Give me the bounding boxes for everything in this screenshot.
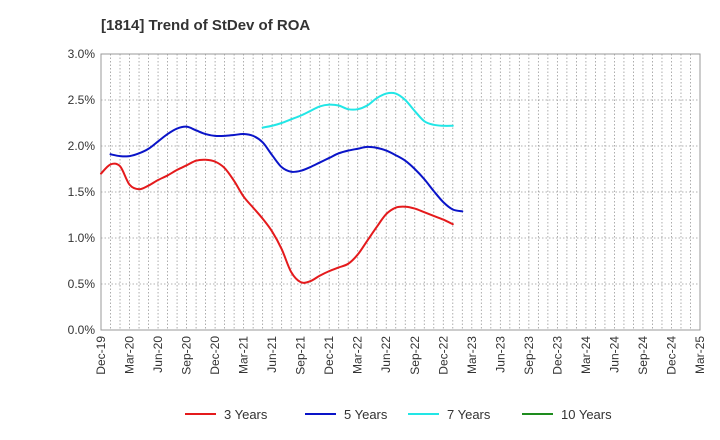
x-tick-label: Sep-23 bbox=[522, 336, 536, 375]
legend-label: 7 Years bbox=[447, 407, 491, 422]
x-tick-label: Dec-20 bbox=[208, 336, 222, 375]
x-tick-label: Sep-24 bbox=[636, 336, 650, 375]
series-line-3 bbox=[261, 91, 454, 129]
chart-title: [1814] Trend of StDev of ROA bbox=[101, 17, 310, 34]
y-tick-label: 1.5% bbox=[68, 185, 96, 199]
x-tick-label: Mar-20 bbox=[123, 336, 137, 374]
plot-frame bbox=[100, 53, 701, 331]
y-axis: 0.0% 0.5% 1.0% 1.5% 2.0% 2.5% 3.0% bbox=[68, 47, 96, 337]
y-tick-label: 0.5% bbox=[68, 277, 96, 291]
legend: 3 Years 5 Years 7 Years 10 Years bbox=[185, 407, 612, 422]
y-tick-label: 3.0% bbox=[68, 47, 96, 61]
series-line-1 bbox=[100, 158, 454, 284]
y-tick-label: 0.0% bbox=[68, 323, 96, 337]
legend-label: 3 Years bbox=[224, 407, 268, 422]
series-line-2 bbox=[109, 125, 464, 213]
x-tick-label: Dec-24 bbox=[664, 336, 678, 375]
y-tick-label: 1.0% bbox=[68, 231, 96, 245]
x-axis: Dec-19 Mar-20 Jun-20 Sep-20 Dec-20 Mar-21 Jun-… bbox=[94, 336, 707, 375]
legend-label: 5 Years bbox=[344, 407, 388, 422]
x-tick-label: Jun-23 bbox=[493, 336, 507, 373]
x-tick-label: Mar-23 bbox=[465, 336, 479, 374]
x-tick-label: Dec-23 bbox=[550, 336, 564, 375]
x-tick-label: Sep-21 bbox=[294, 336, 308, 375]
series-group bbox=[100, 91, 464, 284]
plot-area bbox=[100, 53, 701, 331]
x-tick-label: Jun-20 bbox=[151, 336, 165, 373]
x-tick-label: Jun-24 bbox=[607, 336, 621, 373]
x-tick-label: Sep-22 bbox=[408, 336, 422, 375]
y-tick-label: 2.0% bbox=[68, 139, 96, 153]
x-tick-label: Mar-21 bbox=[237, 336, 251, 374]
y-tick-label: 2.5% bbox=[68, 93, 96, 107]
x-tick-label: Jun-22 bbox=[379, 336, 393, 373]
x-tick-label: Dec-19 bbox=[94, 336, 108, 375]
x-tick-label: Sep-20 bbox=[180, 336, 194, 375]
x-tick-label: Dec-21 bbox=[322, 336, 336, 375]
x-tick-label: Mar-22 bbox=[351, 336, 365, 374]
x-tick-label: Jun-21 bbox=[265, 336, 279, 373]
x-tick-label: Dec-22 bbox=[436, 336, 450, 375]
legend-label: 10 Years bbox=[561, 407, 612, 422]
x-tick-label: Mar-25 bbox=[693, 336, 707, 374]
x-tick-label: Mar-24 bbox=[579, 336, 593, 374]
